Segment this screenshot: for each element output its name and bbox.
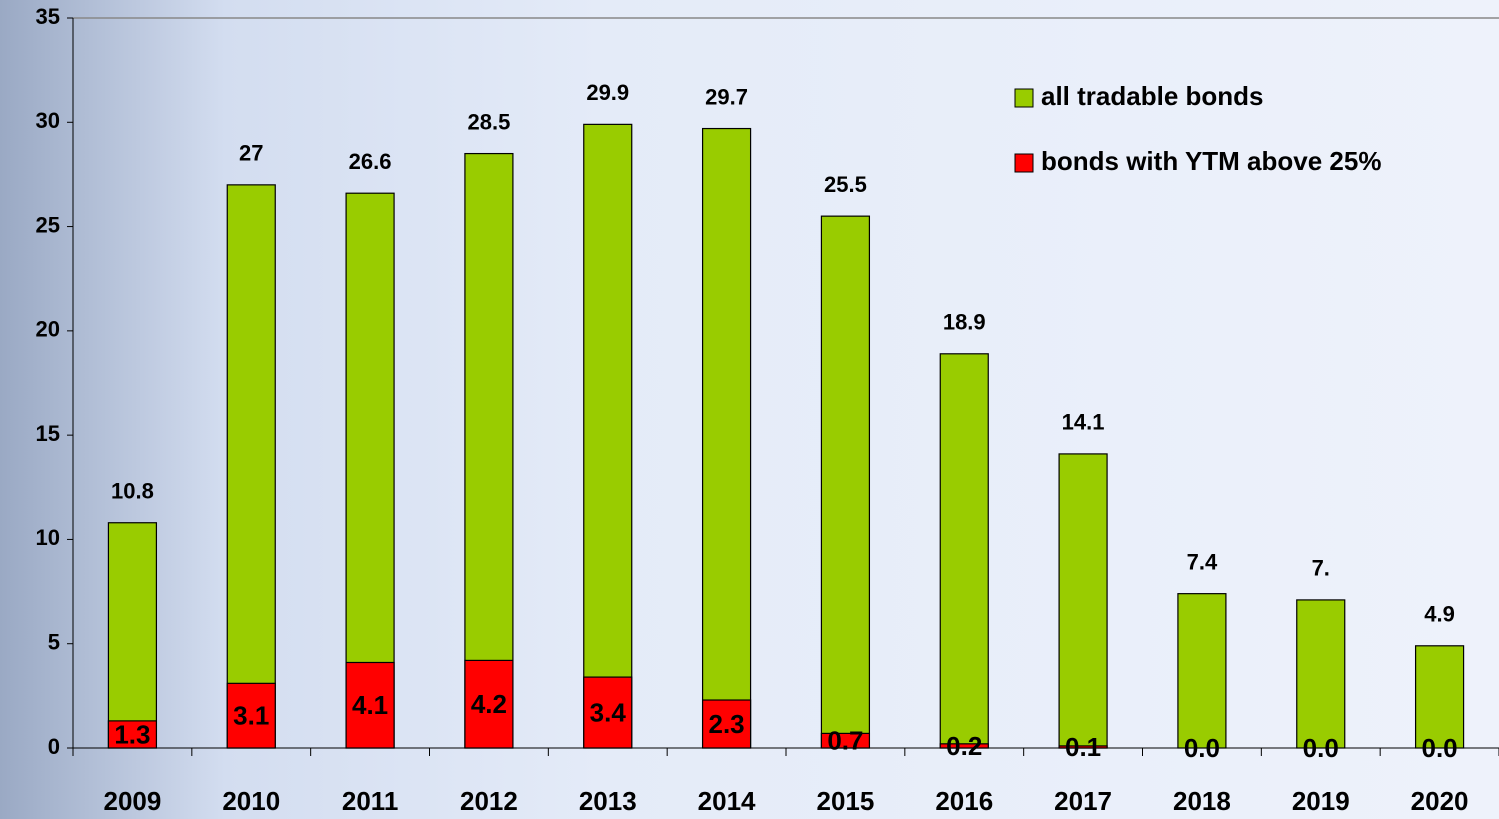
bar: [1296, 599, 1346, 749]
data-label: 10.8: [111, 479, 154, 504]
data-label: 1.3: [114, 719, 150, 749]
data-label: 3.1: [233, 701, 269, 731]
x-tick-label: 2009: [103, 786, 161, 816]
data-label: 7.: [1312, 556, 1330, 581]
y-tick-label: 35: [36, 4, 60, 29]
data-label: 14.1: [1062, 410, 1105, 435]
legend-label: all tradable bonds: [1041, 81, 1264, 111]
y-tick-label: 15: [36, 421, 60, 446]
x-tick-label: 2014: [698, 786, 756, 816]
bar: [1177, 593, 1227, 749]
x-tick-label: 2010: [222, 786, 280, 816]
y-tick-label: 10: [36, 525, 60, 550]
x-tick-label: 2013: [579, 786, 637, 816]
bar: [345, 661, 395, 749]
data-label: 29.7: [705, 84, 748, 109]
bar: [226, 184, 276, 749]
y-tick-label: 5: [48, 630, 60, 655]
legend-swatch: [1014, 153, 1034, 173]
data-label: 0.1: [1065, 732, 1101, 762]
bar: [345, 192, 395, 749]
bar: [107, 522, 158, 749]
legend-label: bonds with YTM above 25%: [1041, 146, 1381, 176]
x-tick-label: 2019: [1292, 786, 1350, 816]
x-tick-label: 2015: [816, 786, 874, 816]
bar: [226, 682, 276, 749]
x-tick-label: 2016: [935, 786, 993, 816]
x-tick-label: 2012: [460, 786, 518, 816]
bar: [820, 215, 871, 749]
bar: [583, 676, 633, 749]
data-label: 28.5: [468, 109, 511, 134]
legend-swatch: [1014, 88, 1034, 108]
y-tick-label: 0: [48, 734, 60, 759]
data-label: 3.4: [590, 697, 627, 727]
bar: [583, 123, 633, 749]
y-tick-label: 25: [36, 212, 60, 237]
y-tick-label: 20: [36, 317, 60, 342]
bar: [464, 659, 514, 749]
x-tick-label: 2011: [342, 786, 398, 816]
bar: [1058, 453, 1108, 749]
data-label: 2.3: [709, 709, 745, 739]
x-tick-label: 2020: [1411, 786, 1469, 816]
x-tick-label: 2018: [1173, 786, 1231, 816]
data-label: 29.9: [586, 80, 629, 105]
data-label: 0.2: [946, 731, 982, 761]
data-label: 7.4: [1187, 549, 1218, 574]
data-label: 0.7: [827, 726, 863, 756]
data-label: 4.1: [352, 690, 388, 720]
y-tick-label: 30: [36, 108, 60, 133]
data-label: 4.9: [1424, 602, 1455, 627]
data-label: 18.9: [943, 310, 986, 335]
x-tick-label: 2017: [1054, 786, 1112, 816]
bar: [701, 127, 752, 749]
bar: [939, 353, 989, 749]
data-label: 26.6: [349, 149, 392, 174]
data-label: 25.5: [824, 172, 867, 197]
bar: [464, 152, 514, 749]
data-label: 27: [239, 141, 263, 166]
data-label: 4.2: [471, 689, 507, 719]
